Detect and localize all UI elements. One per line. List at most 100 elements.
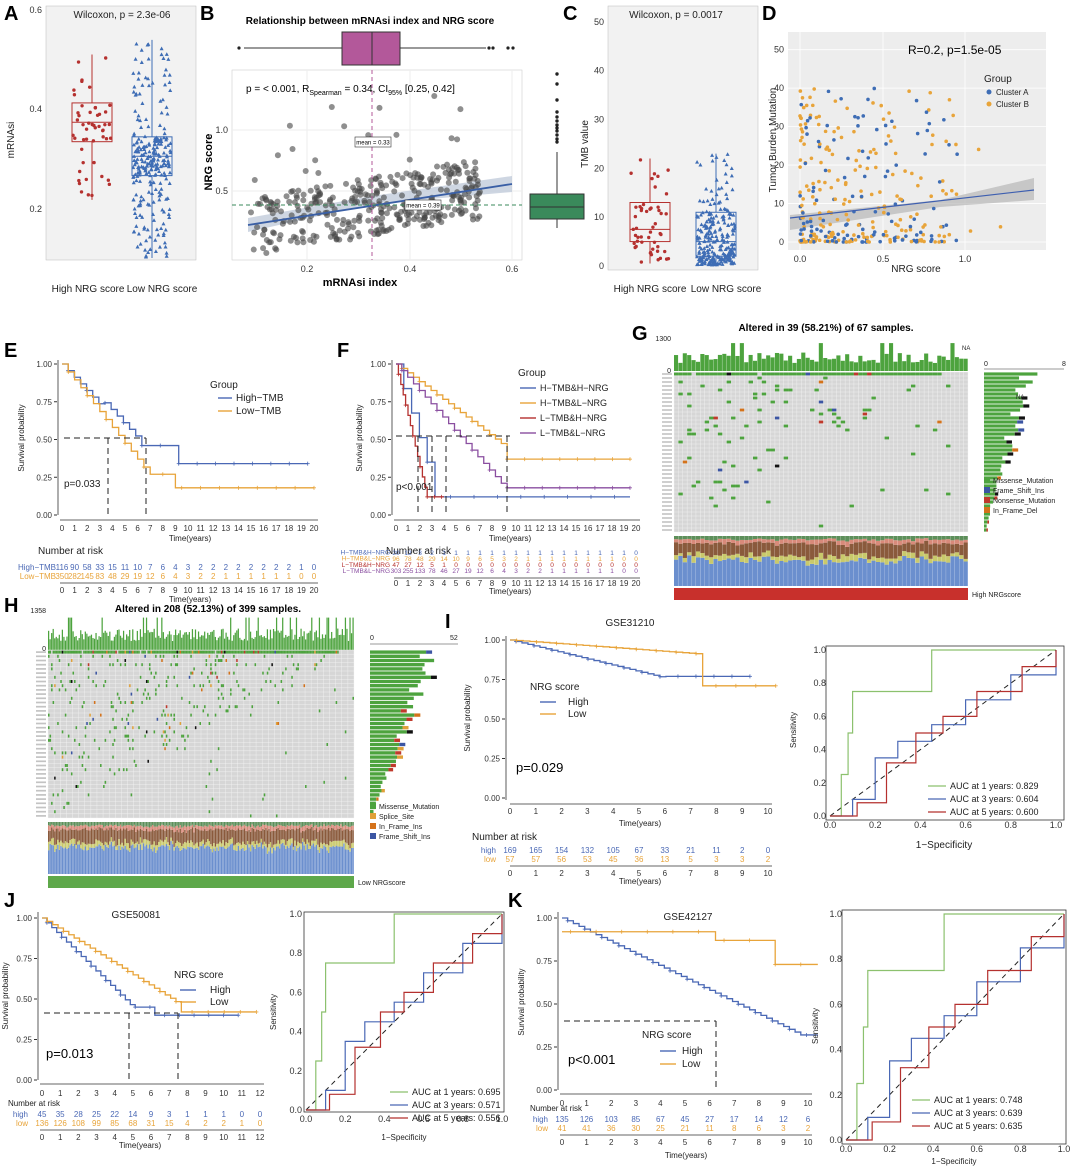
risk-x-tick-label: 4	[611, 869, 616, 878]
signature-fraction-bar	[942, 562, 946, 586]
mutation-count-bar	[132, 629, 133, 650]
mutation-cell	[74, 739, 76, 742]
data-point	[853, 115, 857, 119]
data-point	[799, 123, 803, 127]
x-tick-label: 10	[219, 1089, 228, 1098]
x-tick-label: 12	[536, 524, 545, 533]
signature-fraction-bar	[229, 840, 230, 847]
signature-fraction-bar	[190, 826, 191, 829]
signature-fraction-bar	[175, 843, 176, 847]
mutation-count-bar	[85, 632, 86, 650]
mutation-cell	[76, 688, 78, 691]
signature-fraction-bar	[294, 841, 295, 846]
signature-fraction-bar	[955, 544, 959, 553]
risk-value: 53	[583, 855, 592, 864]
risk-value: 1	[240, 1119, 245, 1128]
signature-fraction-bar	[959, 536, 963, 540]
data-point	[72, 88, 75, 91]
signature-fraction-bar	[114, 825, 115, 830]
signature-fraction-bar	[348, 827, 349, 830]
risk-value: 2	[203, 1119, 208, 1128]
signature-fraction-bar	[867, 559, 871, 563]
signature-fraction-bar	[121, 822, 122, 827]
signature-fraction-bar	[300, 844, 301, 850]
signature-fraction-bar	[173, 832, 174, 847]
gene-frequency-bar	[370, 743, 399, 746]
data-point	[894, 222, 898, 226]
mutation-cell	[134, 651, 136, 654]
risk-value: 1	[224, 572, 229, 581]
data-point	[408, 210, 414, 216]
data-point	[909, 225, 913, 229]
data-point	[451, 171, 457, 177]
risk-x-tick-label: 4	[110, 586, 115, 595]
signature-fraction-bar	[187, 847, 188, 874]
signature-fraction-bar	[310, 829, 311, 846]
signature-fraction-bar	[125, 822, 126, 826]
x-tick-label: 3	[430, 524, 435, 533]
panel-b-annot-sub2: 95%	[388, 90, 402, 97]
signature-fraction-bar	[172, 841, 173, 844]
signature-fraction-bar	[89, 847, 90, 874]
mutation-cell	[326, 651, 328, 654]
panel-d-xtick-1: 0.5	[877, 254, 890, 264]
signature-fraction-bar	[735, 558, 739, 586]
mutation-cell	[784, 457, 788, 460]
data-point	[886, 212, 890, 216]
signature-fraction-bar	[311, 845, 312, 874]
signature-fraction-bar	[66, 827, 67, 830]
signature-fraction-bar	[173, 822, 174, 828]
signature-fraction-bar	[871, 544, 875, 557]
signature-fraction-bar	[740, 544, 744, 556]
data-point	[275, 199, 281, 205]
signature-fraction-bar	[105, 826, 106, 830]
signature-fraction-bar	[316, 825, 317, 828]
signature-fraction-bar	[79, 840, 80, 844]
data-point	[827, 169, 831, 173]
signature-fraction-bar	[245, 845, 246, 850]
data-point	[420, 223, 426, 229]
data-point	[88, 85, 91, 88]
panel-i-ylabel: Survival probability	[463, 684, 472, 751]
gene-frequency-bar	[984, 416, 1019, 419]
mutation-count-bar	[893, 362, 897, 371]
mutation-count-bar	[814, 362, 818, 371]
signature-fraction-bar	[76, 822, 77, 826]
signature-fraction-bar	[151, 849, 152, 874]
data-point	[802, 222, 806, 226]
mutation-cell	[173, 730, 175, 733]
mutation-cell	[181, 651, 183, 654]
mutation-cell	[157, 651, 159, 654]
signature-fraction-bar	[154, 827, 155, 831]
signature-fraction-bar	[310, 822, 311, 825]
risk-value: 3	[186, 563, 191, 572]
signature-fraction-bar	[924, 538, 928, 541]
mutation-count-bar	[307, 633, 308, 650]
signature-fraction-bar	[700, 558, 704, 586]
mutation-count-bar	[845, 354, 849, 371]
mutation-count-bar	[297, 639, 298, 650]
signature-fraction-bar	[342, 847, 343, 874]
mutation-cell	[713, 425, 717, 428]
mutation-cell	[62, 684, 64, 687]
signature-fraction-bar	[91, 828, 92, 844]
signature-fraction-bar	[696, 540, 700, 543]
legend-label: Frame_Shift_Ins	[993, 488, 1045, 495]
mutation-cell	[184, 739, 186, 742]
risk-value: 1	[203, 1110, 208, 1119]
risk-x-tick-label: 5	[123, 586, 128, 595]
mutation-cell	[53, 701, 55, 704]
risk-value: 6	[161, 563, 166, 572]
mutation-count-bar	[331, 632, 332, 650]
signature-fraction-bar	[132, 826, 133, 829]
mutation-count-bar	[828, 359, 832, 371]
signature-fraction-bar	[82, 829, 83, 842]
mutation-cell	[753, 393, 757, 396]
signature-fraction-bar	[893, 540, 897, 545]
data-point	[640, 240, 643, 243]
signature-fraction-bar	[248, 844, 249, 847]
signature-fraction-bar	[313, 822, 314, 827]
data-point	[288, 238, 294, 244]
signature-fraction-bar	[151, 845, 152, 849]
signature-fraction-bar	[184, 822, 185, 826]
